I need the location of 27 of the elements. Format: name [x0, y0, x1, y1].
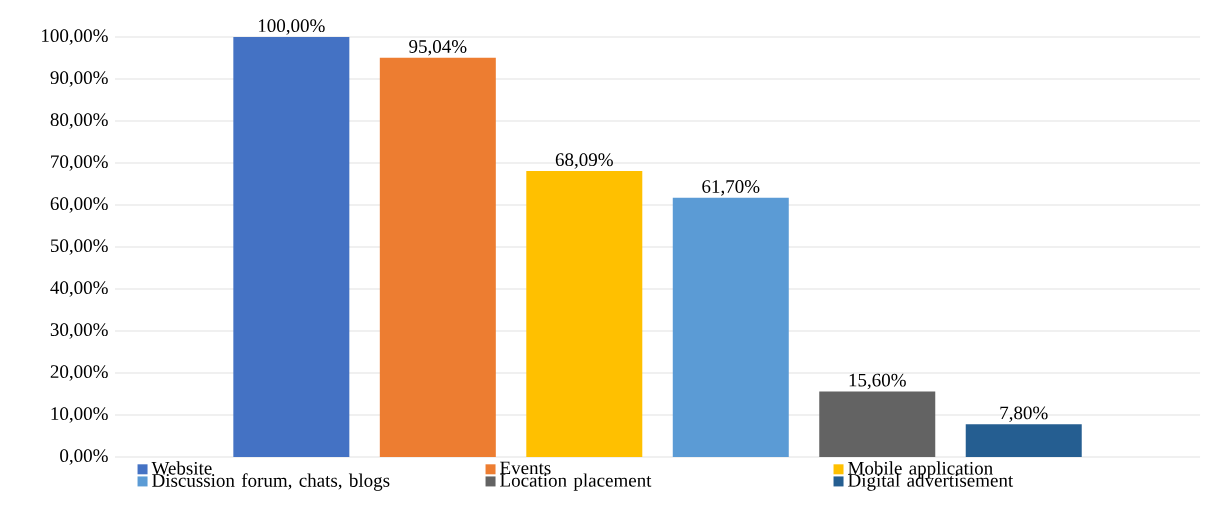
- bar: [233, 36, 350, 457]
- y-tick-label: 10,00%: [51, 407, 108, 423]
- legend-label: Discussion forum, chats, blogs: [152, 473, 390, 491]
- y-tick-label: 20,00%: [50, 365, 108, 381]
- y-tick-label: 30,00%: [50, 323, 108, 339]
- y-tick-label: 40,00%: [50, 281, 108, 297]
- legend-label: Events: [500, 461, 551, 475]
- bar: [965, 424, 1082, 457]
- y-tick-label: 0,00%: [60, 449, 108, 465]
- y-tick-label: 60,00%: [50, 197, 108, 213]
- legend-label: Location placement: [500, 473, 652, 491]
- data-label: 68,09%: [555, 153, 613, 169]
- legend-label: Website: [151, 461, 212, 475]
- bar: [526, 171, 643, 457]
- y-tick-label: 90,00%: [50, 71, 108, 87]
- data-label: 61,70%: [702, 180, 760, 196]
- y-tick-label: 50,00%: [51, 239, 108, 255]
- data-label: 7,80%: [1000, 406, 1048, 423]
- bar: [819, 391, 936, 457]
- y-tick-label: 100,00%: [42, 29, 108, 45]
- data-label: 100,00%: [258, 19, 325, 35]
- data-label: 95,04%: [409, 40, 467, 56]
- y-tick-label: 70,00%: [51, 155, 108, 171]
- data-label: 15,60%: [849, 373, 906, 390]
- y-tick-label: 80,00%: [50, 113, 108, 129]
- bar: [672, 197, 789, 457]
- bar: [379, 57, 496, 457]
